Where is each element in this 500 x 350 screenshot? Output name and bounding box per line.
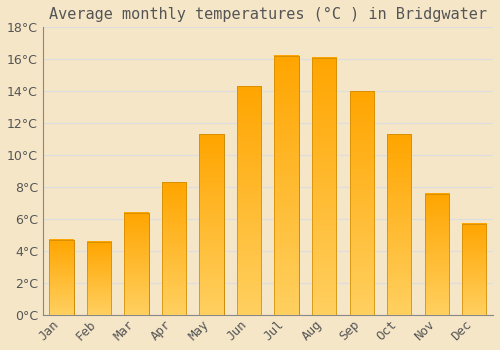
Bar bbox=[200, 134, 224, 315]
Bar bbox=[87, 241, 112, 315]
Bar bbox=[50, 240, 74, 315]
Bar bbox=[50, 240, 74, 315]
Bar bbox=[350, 91, 374, 315]
Bar bbox=[237, 86, 262, 315]
Bar bbox=[162, 182, 186, 315]
Bar bbox=[237, 86, 262, 315]
Bar bbox=[274, 56, 299, 315]
Bar bbox=[200, 134, 224, 315]
Bar bbox=[462, 224, 486, 315]
Bar bbox=[274, 56, 299, 315]
Bar bbox=[162, 182, 186, 315]
Bar bbox=[312, 58, 336, 315]
Bar bbox=[387, 134, 411, 315]
Title: Average monthly temperatures (°C ) in Bridgwater: Average monthly temperatures (°C ) in Br… bbox=[49, 7, 487, 22]
Bar bbox=[350, 91, 374, 315]
Bar bbox=[462, 224, 486, 315]
Bar bbox=[87, 241, 112, 315]
Bar bbox=[124, 213, 149, 315]
Bar bbox=[424, 194, 449, 315]
Bar bbox=[124, 213, 149, 315]
Bar bbox=[387, 134, 411, 315]
Bar bbox=[424, 194, 449, 315]
Bar bbox=[312, 58, 336, 315]
